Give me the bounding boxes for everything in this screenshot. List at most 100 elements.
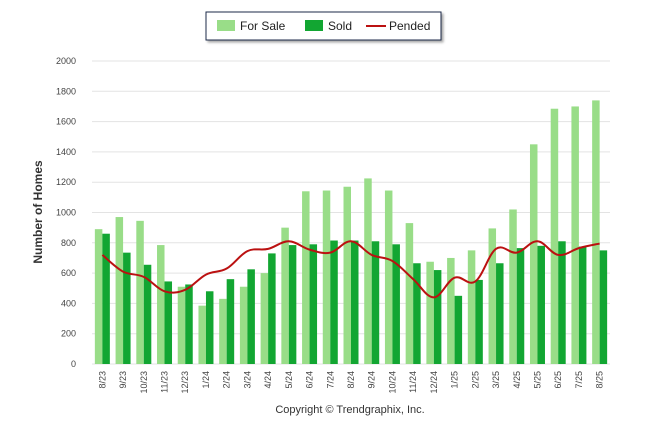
sold-bar — [351, 240, 359, 364]
for-sale-bar — [467, 250, 476, 364]
legend-box — [205, 11, 442, 41]
y-axis-ticks: 0 200 400 600 800 1000 1200 1400 1600 1800 2000 — [56, 56, 76, 369]
for-sale-bar — [219, 298, 227, 364]
sold-bar — [475, 279, 483, 364]
x-tick-label: 10/24 — [387, 371, 397, 394]
pended-line — [101, 240, 600, 299]
y-tick-label: 1800 — [56, 86, 76, 96]
y-tick-label: 200 — [61, 329, 76, 339]
x-tick-label: 9/24 — [367, 371, 377, 389]
for-sale-bar — [447, 257, 455, 364]
for-sale-bar — [529, 144, 538, 364]
for-sale-bar — [343, 186, 351, 364]
sold-bar — [516, 248, 525, 364]
bars — [94, 100, 608, 364]
sold-bar — [371, 241, 380, 364]
for-sale-bar — [426, 261, 434, 364]
for-sale-bar — [592, 100, 600, 364]
legend-label: Sold — [328, 19, 352, 33]
for-sale-bar — [94, 229, 103, 364]
sold-bar — [226, 279, 235, 364]
x-tick-label: 1/25 — [450, 371, 460, 389]
for-sale-bar — [550, 108, 559, 364]
sold-bar — [558, 241, 566, 364]
sold-bar — [309, 244, 318, 364]
x-tick-label: 3/24 — [242, 371, 252, 389]
x-tick-label: 5/25 — [532, 371, 542, 389]
x-tick-label: 6/25 — [553, 371, 563, 389]
x-tick-label: 5/24 — [284, 371, 294, 389]
y-axis-label: Number of Homes — [31, 160, 45, 264]
for-sale-bar — [157, 245, 165, 364]
x-tick-label: 4/24 — [263, 371, 273, 389]
x-tick-label: 11/24 — [408, 371, 418, 393]
for-sale-bar — [260, 273, 269, 364]
sold-bar — [185, 284, 193, 364]
sold-bar — [330, 240, 338, 364]
y-tick-label: 1200 — [56, 177, 76, 187]
for-sale-bar — [281, 227, 289, 364]
sold-bar — [454, 295, 463, 364]
y-tick-label: 800 — [61, 238, 76, 248]
for-sale-bar — [239, 286, 248, 364]
sold-bar — [247, 269, 255, 364]
for-sale-bar — [384, 190, 393, 364]
for-sale-bar — [488, 228, 497, 364]
for-sale-bar — [302, 191, 310, 364]
sold-bar — [143, 264, 152, 364]
y-tick-label: 400 — [61, 298, 76, 308]
legend: For Sale Sold Pended — [205, 11, 442, 41]
for-sale-bar — [322, 190, 331, 364]
for-sale-bar — [177, 286, 186, 364]
x-tick-label: 4/25 — [512, 371, 522, 389]
x-tick-label: 9/23 — [118, 371, 128, 389]
for-sale-bar — [571, 106, 579, 364]
for-sale-bar — [364, 178, 372, 364]
for-sale-bar — [136, 220, 144, 364]
legend-swatch — [305, 20, 323, 31]
y-tick-label: 2000 — [56, 56, 76, 66]
sold-bar — [413, 263, 421, 364]
x-tick-label: 12/23 — [180, 371, 190, 394]
for-sale-bar — [405, 223, 414, 364]
x-tick-label: 3/25 — [491, 371, 501, 389]
y-tick-label: 600 — [61, 268, 76, 278]
x-tick-label: 10/23 — [139, 371, 149, 394]
y-tick-label: 1400 — [56, 147, 76, 157]
x-tick-label: 2/24 — [222, 371, 232, 389]
x-tick-label: 1/24 — [201, 371, 211, 389]
pended-line-layer — [101, 240, 600, 299]
y-tick-label: 0 — [71, 359, 76, 369]
y-tick-label: 1000 — [56, 208, 76, 218]
sold-bar — [205, 291, 214, 364]
x-tick-label: 8/24 — [346, 371, 356, 389]
sold-bar — [123, 252, 131, 364]
x-tick-label: 7/25 — [574, 371, 584, 389]
for-sale-bar — [509, 209, 517, 364]
sold-bar — [578, 246, 587, 364]
y-tick-label: 1600 — [56, 117, 76, 127]
x-tick-label: 2/25 — [470, 371, 480, 389]
x-tick-label: 12/24 — [429, 371, 439, 394]
legend-swatch — [217, 20, 235, 31]
copyright-footer: Copyright © Trendgraphix, Inc. — [275, 404, 424, 416]
sold-bar — [537, 245, 545, 364]
legend-label: Pended — [389, 19, 430, 33]
x-axis-ticks: 8/23 9/23 10/23 11/23 12/23 1/24 2/24 3/24 4/24 5… — [97, 371, 604, 394]
sold-bar — [164, 281, 173, 364]
sold-bar — [288, 245, 297, 364]
for-sale-bar — [115, 217, 124, 364]
legend-label: For Sale — [240, 19, 286, 33]
sold-bar — [102, 233, 110, 364]
x-tick-label: 8/23 — [97, 371, 107, 389]
sold-bar — [496, 263, 504, 364]
for-sale-bar — [198, 305, 206, 364]
sold-bar — [433, 270, 442, 364]
x-tick-label: 7/24 — [325, 371, 335, 389]
x-tick-label: 11/23 — [160, 371, 170, 393]
sold-bar — [392, 244, 400, 364]
x-tick-label: 8/25 — [595, 371, 605, 389]
x-tick-label: 6/24 — [305, 371, 315, 389]
